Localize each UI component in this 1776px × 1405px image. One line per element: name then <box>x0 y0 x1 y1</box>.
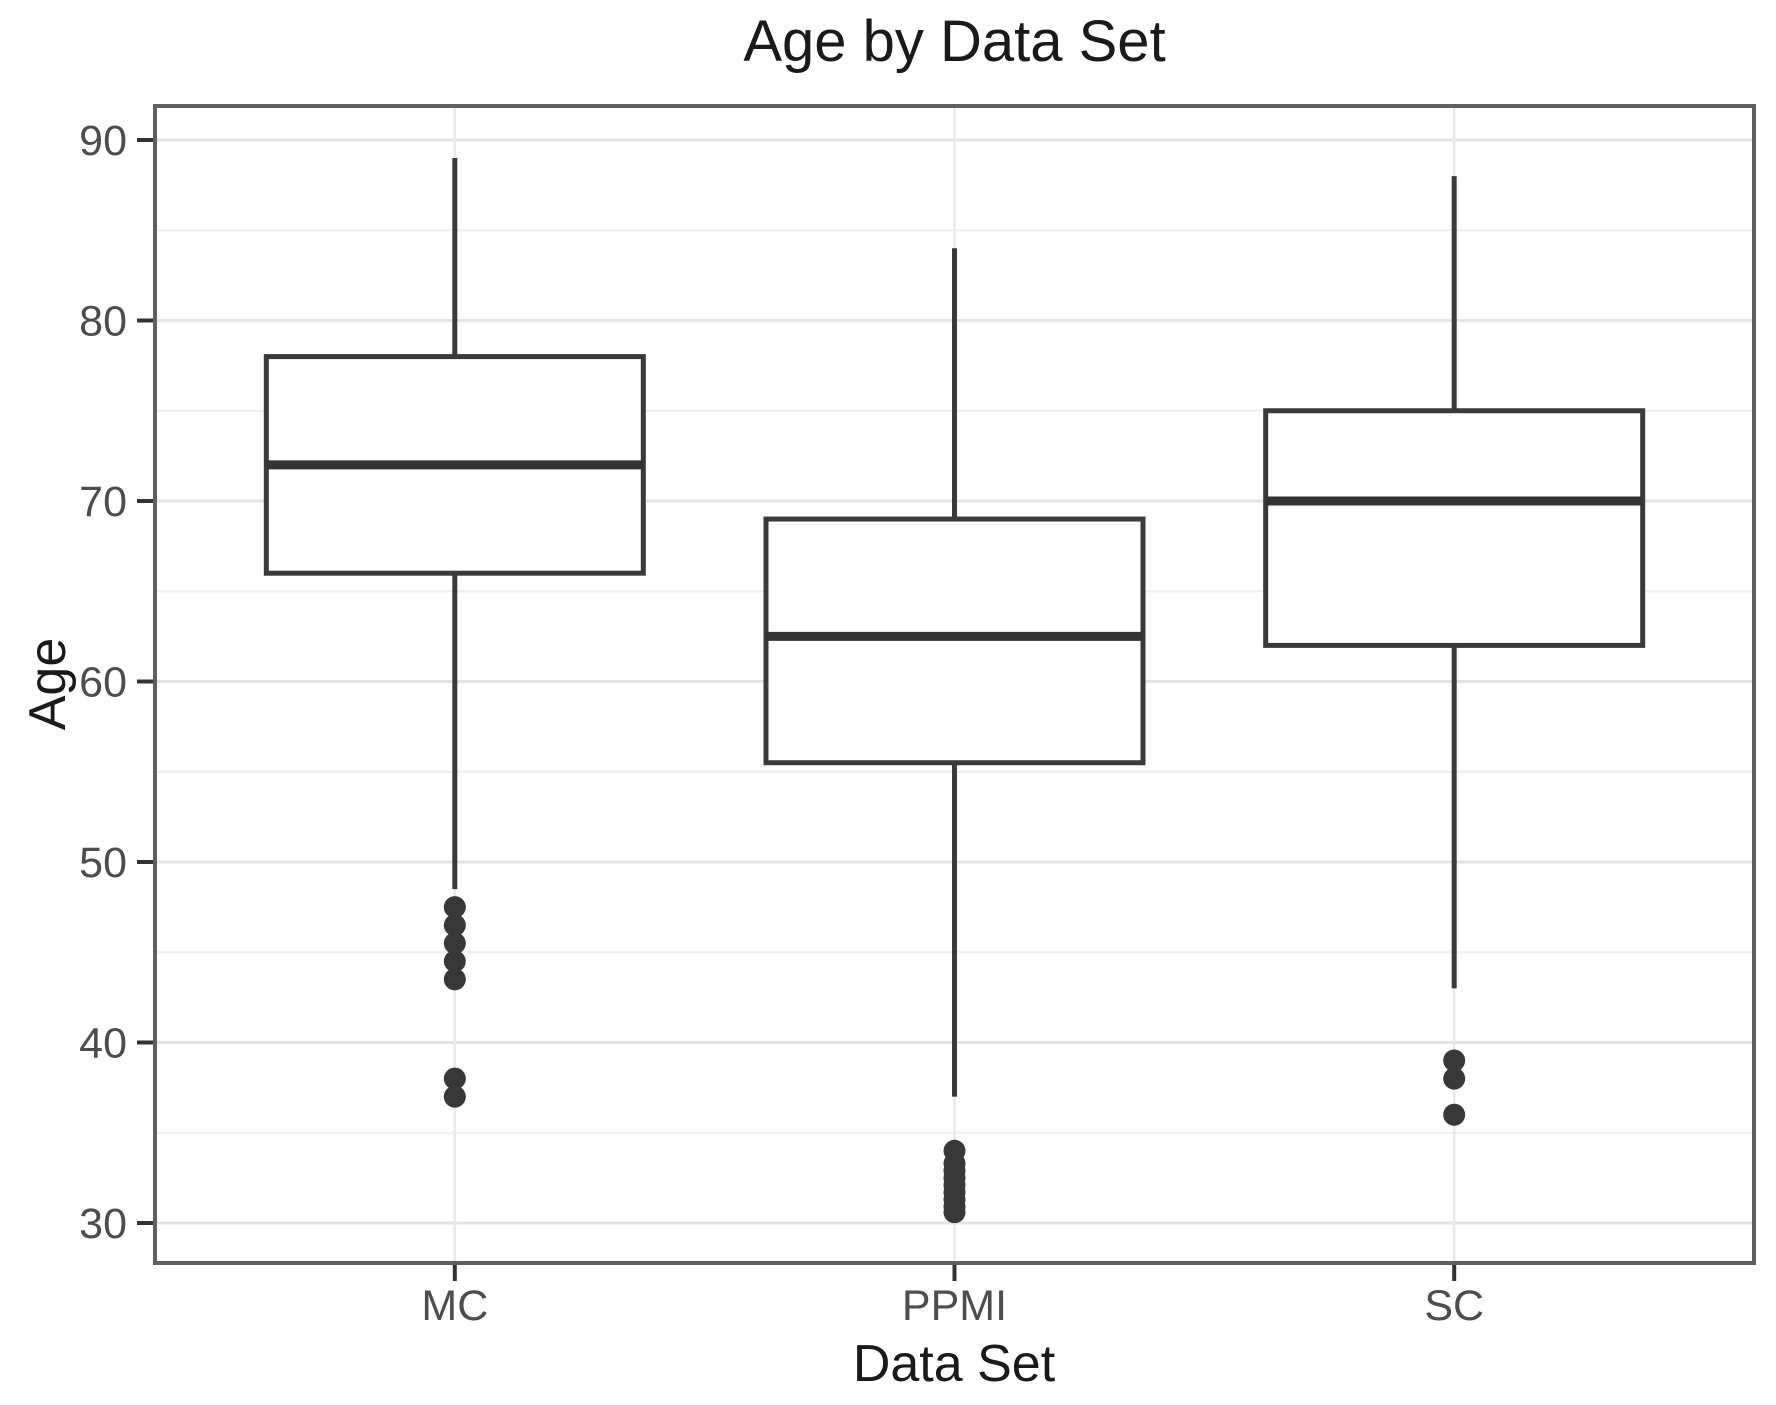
outlier-point <box>943 1201 966 1224</box>
x-tick-label: SC <box>1424 1282 1484 1330</box>
y-tick-label: 30 <box>79 1200 127 1248</box>
outlier-point <box>443 1067 466 1090</box>
y-tick-label: 80 <box>79 298 127 346</box>
x-tick-label: PPMI <box>902 1282 1007 1330</box>
outlier-point <box>443 914 466 937</box>
outlier-point <box>443 950 466 973</box>
chart-title: Age by Data Set <box>743 9 1166 74</box>
y-axis-title: Age <box>19 637 77 731</box>
x-axis-title: Data Set <box>852 1335 1056 1393</box>
y-tick-label: 60 <box>79 659 127 707</box>
y-tick-label: 50 <box>79 839 127 887</box>
outlier-point <box>1443 1103 1466 1126</box>
outlier-point <box>443 932 466 955</box>
outlier-point <box>1443 1049 1466 1072</box>
box <box>763 516 1146 766</box>
panel-border <box>153 104 1756 1265</box>
outlier-point <box>443 1085 466 1108</box>
y-tick-label: 90 <box>79 117 127 165</box>
y-tick-label: 70 <box>79 478 127 526</box>
y-tick-label: 40 <box>79 1020 127 1068</box>
outlier-point <box>1443 1067 1466 1090</box>
outlier-point <box>443 968 466 991</box>
x-tick-label: MC <box>421 1282 488 1330</box>
box <box>1263 408 1646 648</box>
outlier-point <box>443 896 466 919</box>
